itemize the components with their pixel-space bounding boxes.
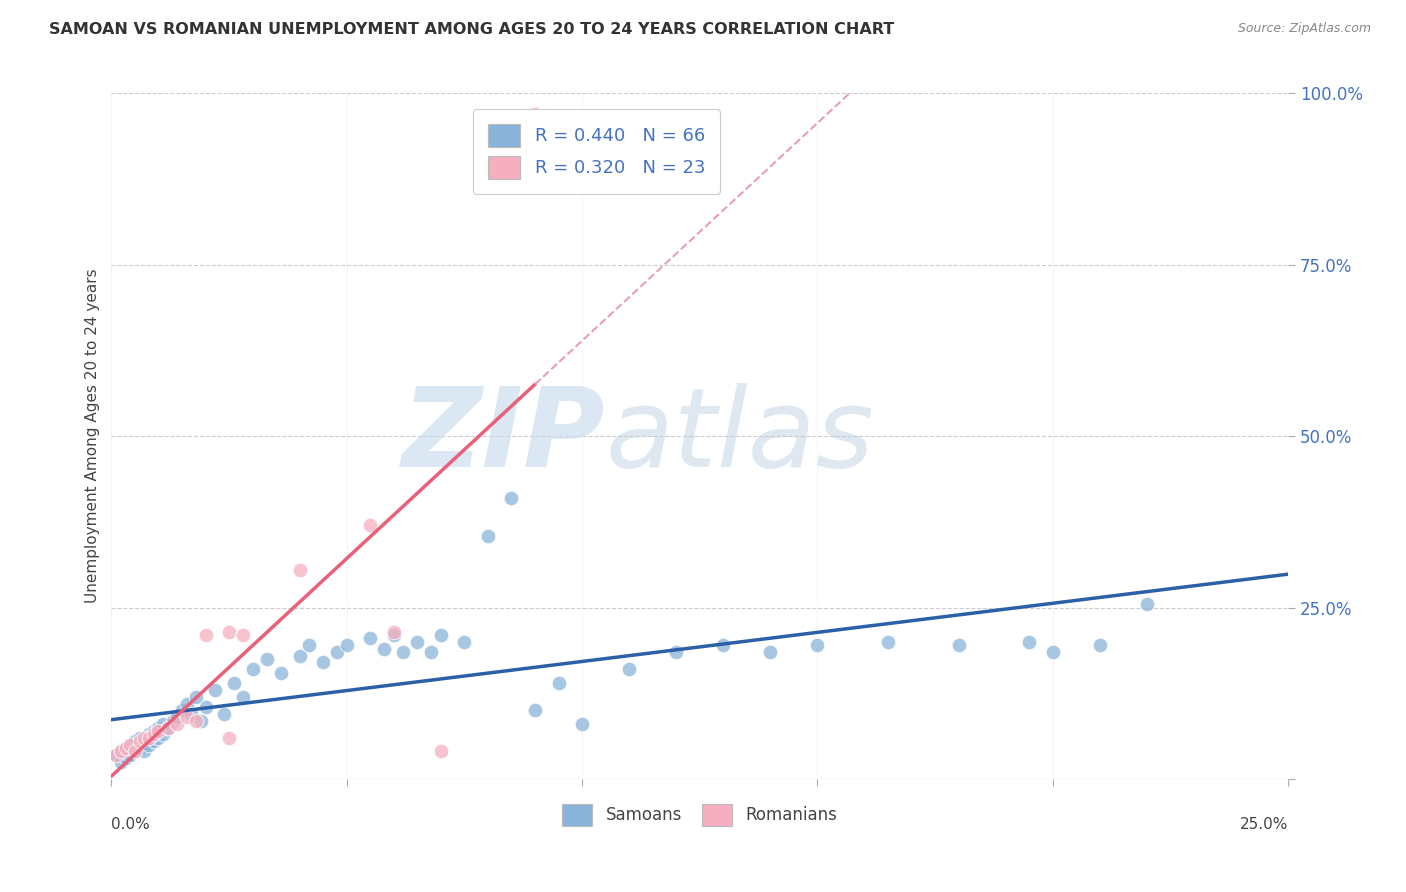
Point	[759, 645, 782, 659]
Point	[359, 632, 381, 646]
Point	[148, 723, 170, 738]
Y-axis label: Unemployment Among Ages 20 to 24 years: Unemployment Among Ages 20 to 24 years	[86, 268, 100, 604]
Point	[152, 727, 174, 741]
Point	[120, 738, 142, 752]
Point	[214, 706, 236, 721]
Point	[392, 645, 415, 659]
Point	[180, 706, 202, 721]
Point	[382, 628, 405, 642]
Point	[142, 734, 165, 748]
Point	[148, 721, 170, 735]
Point	[124, 734, 146, 748]
Point	[218, 731, 240, 745]
Point	[430, 744, 453, 758]
Point	[420, 645, 443, 659]
Point	[134, 744, 156, 758]
Point	[156, 721, 179, 735]
Point	[1136, 597, 1159, 611]
Point	[184, 714, 207, 728]
Point	[124, 744, 146, 758]
Point	[138, 727, 160, 741]
Point	[288, 563, 311, 577]
Point	[524, 703, 547, 717]
Point	[148, 731, 170, 745]
Point	[453, 635, 475, 649]
Point	[382, 624, 405, 639]
Point	[288, 648, 311, 663]
Text: 25.0%: 25.0%	[1240, 816, 1288, 831]
Point	[156, 721, 179, 735]
Point	[222, 676, 245, 690]
Point	[711, 638, 734, 652]
Point	[270, 665, 292, 680]
Point	[298, 638, 321, 652]
Point	[138, 731, 160, 745]
Text: Source: ZipAtlas.com: Source: ZipAtlas.com	[1237, 22, 1371, 36]
Point	[142, 727, 165, 741]
Point	[336, 638, 359, 652]
Point	[176, 710, 198, 724]
Legend: Samoans, Romanians: Samoans, Romanians	[555, 797, 844, 832]
Text: ZIP: ZIP	[402, 383, 606, 490]
Point	[138, 738, 160, 752]
Point	[373, 641, 395, 656]
Point	[877, 635, 900, 649]
Point	[326, 645, 349, 659]
Point	[1018, 635, 1040, 649]
Point	[142, 723, 165, 738]
Point	[232, 628, 254, 642]
Point	[256, 652, 278, 666]
Point	[176, 697, 198, 711]
Point	[110, 755, 132, 769]
Point	[406, 635, 429, 649]
Point	[110, 744, 132, 758]
Point	[359, 518, 381, 533]
Point	[120, 738, 142, 752]
Point	[166, 710, 188, 724]
Text: 0.0%: 0.0%	[111, 816, 150, 831]
Point	[617, 662, 640, 676]
Point	[114, 741, 136, 756]
Text: SAMOAN VS ROMANIAN UNEMPLOYMENT AMONG AGES 20 TO 24 YEARS CORRELATION CHART: SAMOAN VS ROMANIAN UNEMPLOYMENT AMONG AG…	[49, 22, 894, 37]
Point	[128, 731, 150, 745]
Point	[114, 741, 136, 756]
Point	[128, 741, 150, 756]
Point	[312, 656, 335, 670]
Point	[120, 747, 142, 762]
Point	[105, 747, 128, 762]
Point	[430, 628, 453, 642]
Point	[1042, 645, 1064, 659]
Point	[806, 638, 828, 652]
Point	[1088, 638, 1111, 652]
Point	[948, 638, 970, 652]
Point	[134, 731, 156, 745]
Point	[194, 628, 217, 642]
Point	[194, 700, 217, 714]
Point	[547, 676, 569, 690]
Point	[242, 662, 264, 676]
Point	[571, 717, 593, 731]
Point	[665, 645, 688, 659]
Point	[166, 717, 188, 731]
Point	[105, 747, 128, 762]
Point	[110, 744, 132, 758]
Point	[114, 751, 136, 765]
Point	[152, 717, 174, 731]
Text: atlas: atlas	[606, 383, 875, 490]
Point	[190, 714, 212, 728]
Point	[170, 703, 193, 717]
Point	[124, 744, 146, 758]
Point	[501, 491, 523, 505]
Point	[218, 624, 240, 639]
Point	[128, 734, 150, 748]
Point	[134, 734, 156, 748]
Point	[477, 528, 499, 542]
Point	[184, 690, 207, 704]
Point	[232, 690, 254, 704]
Point	[204, 682, 226, 697]
Point	[162, 714, 184, 728]
Point	[524, 107, 547, 121]
